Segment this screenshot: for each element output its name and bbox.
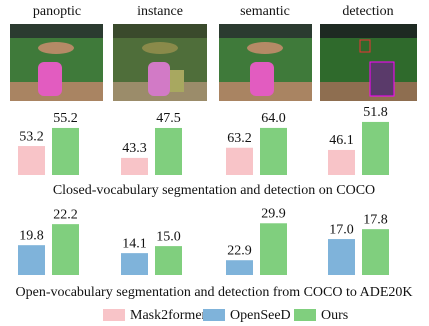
value-label: 22.2 — [53, 207, 78, 222]
bar — [121, 157, 148, 175]
panel-label: detection — [342, 4, 393, 19]
bar — [226, 147, 253, 175]
bar — [362, 229, 389, 275]
bar — [155, 246, 182, 275]
value-label: 53.2 — [19, 129, 44, 144]
panel-label: semantic — [240, 4, 290, 19]
value-label: 29.9 — [261, 206, 286, 221]
bar — [362, 121, 389, 175]
value-label: 22.9 — [227, 243, 252, 258]
legend-label: Mask2former — [130, 308, 207, 323]
image-detection — [320, 24, 417, 101]
bar — [328, 239, 355, 275]
value-label: 43.3 — [122, 141, 147, 156]
value-label: 64.0 — [261, 111, 286, 126]
value-label: 17.0 — [329, 222, 354, 237]
bar — [155, 127, 182, 175]
panel-label: panoptic — [33, 4, 81, 19]
legend: Mask2former OpenSeeD Ours — [103, 308, 348, 323]
value-label: 19.8 — [19, 228, 44, 243]
caption: Closed-vocabulary segmentation and detec… — [53, 183, 375, 198]
image-instance — [113, 24, 207, 101]
legend-label: Ours — [321, 308, 348, 323]
thumbnails — [10, 24, 417, 101]
bar — [328, 149, 355, 175]
bar — [52, 224, 79, 275]
panel-label: instance — [137, 4, 183, 19]
bar — [18, 146, 45, 175]
value-label: 15.0 — [156, 229, 181, 244]
image-semantic — [219, 24, 312, 101]
image-panoptic — [10, 24, 103, 101]
caption: Open-vocabulary segmentation and detecti… — [16, 285, 413, 300]
legend-swatch — [294, 309, 316, 321]
value-label: 55.2 — [53, 111, 78, 126]
bar — [121, 253, 148, 275]
value-label: 46.1 — [329, 133, 354, 148]
bar — [260, 223, 287, 275]
legend-label: OpenSeeD — [230, 308, 291, 323]
bar — [260, 127, 287, 175]
bar — [226, 260, 253, 275]
legend-swatch — [103, 309, 125, 321]
value-label: 63.2 — [227, 131, 252, 146]
legend-swatch — [203, 309, 225, 321]
bar — [18, 245, 45, 275]
value-label: 51.8 — [363, 105, 388, 120]
bar — [52, 127, 79, 175]
value-label: 47.5 — [156, 111, 181, 126]
value-label: 14.1 — [122, 236, 147, 251]
value-label: 17.8 — [363, 212, 388, 227]
